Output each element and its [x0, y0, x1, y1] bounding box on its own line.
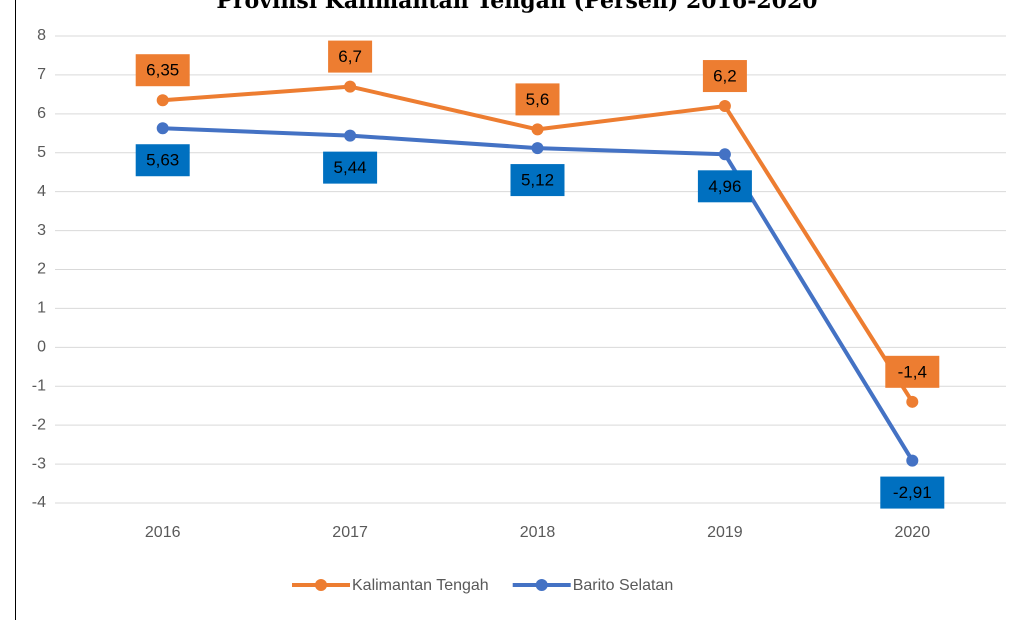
value-label: 6,2 — [713, 67, 737, 86]
x-tick-label: 2016 — [145, 524, 181, 541]
y-tick-label: -2 — [32, 416, 46, 433]
y-tick-label: 5 — [37, 144, 46, 161]
legend-label: Kalimantan Tengah — [352, 577, 489, 594]
y-tick-label: 2 — [37, 261, 46, 278]
data-point — [344, 80, 357, 93]
value-label: 5,6 — [526, 90, 550, 109]
y-tick-label: -4 — [32, 494, 46, 511]
value-label: -1,4 — [898, 362, 927, 381]
y-tick-label: 3 — [37, 222, 46, 239]
legend-marker — [315, 579, 327, 591]
value-label: 6,35 — [146, 61, 179, 80]
data-point — [906, 395, 919, 408]
data-point — [156, 122, 169, 135]
y-tick-label: 6 — [37, 105, 46, 122]
y-tick-label: 8 — [37, 27, 46, 44]
legend-label: Barito Selatan — [573, 577, 674, 594]
data-point — [906, 454, 919, 467]
chart-title: Provinsi Kalimantan Tengah (Persen) 2016… — [216, 0, 817, 14]
chart-border — [15, 0, 16, 620]
value-label: 4,96 — [708, 177, 741, 196]
value-label-box — [328, 40, 373, 73]
y-tick-label: -3 — [32, 455, 46, 472]
data-point — [344, 129, 357, 142]
value-label-box — [135, 144, 190, 177]
data-point — [718, 100, 731, 113]
data-point — [531, 142, 544, 155]
data-point — [156, 94, 169, 107]
value-label-box — [515, 83, 560, 116]
data-point — [718, 148, 731, 161]
data-point — [531, 123, 544, 136]
value-label: 6,7 — [338, 47, 362, 66]
value-label-box — [510, 164, 565, 197]
value-label: 5,12 — [521, 171, 554, 190]
value-label-box — [697, 170, 752, 203]
x-tick-label: 2018 — [520, 524, 556, 541]
value-label-box — [135, 54, 190, 87]
y-tick-label: 4 — [37, 183, 46, 200]
value-label-box — [885, 355, 940, 388]
value-label-box — [323, 151, 378, 184]
value-label-box — [702, 60, 747, 93]
y-tick-label: 7 — [37, 66, 46, 83]
value-label: 5,63 — [146, 151, 179, 170]
legend-marker — [535, 579, 548, 591]
value-label: -2,91 — [893, 483, 932, 502]
y-tick-label: 1 — [37, 300, 46, 317]
y-tick-label: -1 — [32, 377, 46, 394]
y-tick-label: 0 — [37, 339, 46, 356]
x-tick-label: 2019 — [707, 524, 743, 541]
x-tick-label: 2020 — [895, 524, 931, 541]
x-tick-label: 2017 — [332, 524, 368, 541]
value-label-box — [880, 476, 945, 509]
value-label: 5,44 — [334, 158, 367, 177]
